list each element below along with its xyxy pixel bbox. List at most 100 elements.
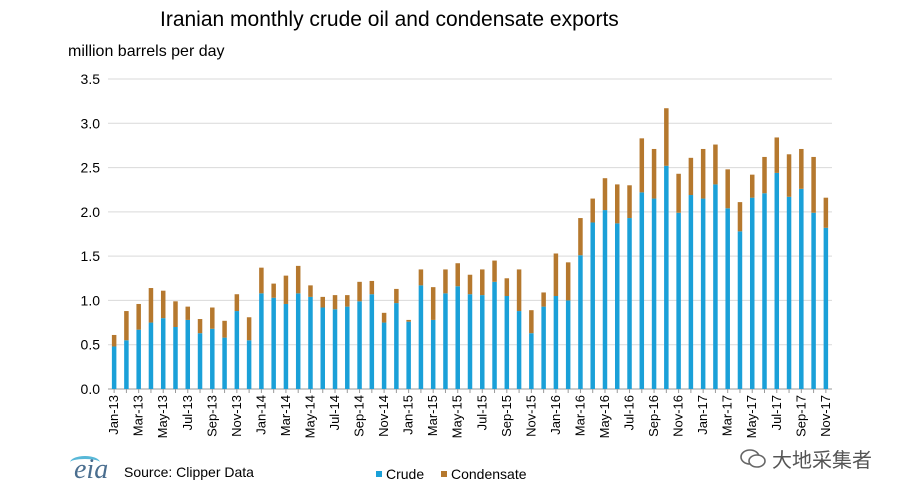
- bar-crude: [418, 285, 424, 389]
- bar-condensate: [504, 278, 510, 296]
- bar-crude: [197, 333, 203, 389]
- bar-crude: [602, 210, 608, 389]
- y-axis-label: million barrels per day: [68, 43, 225, 60]
- bar-condensate: [713, 144, 718, 185]
- bar-condensate: [148, 288, 154, 323]
- watermark-text: 大地采集者: [772, 450, 872, 472]
- bar-condensate: [480, 269, 485, 296]
- bar-crude: [688, 195, 694, 389]
- bar-crude: [725, 208, 730, 389]
- x-tick-label: Jan-17: [695, 395, 710, 435]
- bar-crude: [615, 223, 620, 389]
- x-tick-label: May-13: [155, 395, 170, 438]
- bar-condensate: [271, 283, 276, 298]
- bar-condensate: [160, 290, 166, 319]
- bar-condensate: [369, 280, 375, 295]
- bar-crude: [627, 218, 632, 389]
- bar-crude: [111, 346, 117, 389]
- bar-crude: [455, 286, 460, 389]
- bar-condensate: [259, 267, 264, 294]
- bar-condensate: [443, 269, 448, 294]
- bar-crude: [320, 307, 325, 389]
- bar-condensate: [749, 174, 755, 198]
- bar-crude: [639, 192, 645, 389]
- bar-crude: [492, 281, 497, 389]
- bar-condensate: [320, 296, 325, 308]
- x-tick-label: Nov-15: [523, 395, 538, 437]
- y-tick-label: 0.5: [81, 337, 101, 353]
- x-tick-label: Sep-17: [793, 395, 808, 437]
- bar-condensate: [823, 197, 829, 228]
- logo-swoosh-icon: [70, 456, 100, 469]
- eia-logo: eia: [70, 454, 108, 486]
- x-tick-label: Jul-14: [327, 395, 342, 430]
- bar-condensate: [627, 185, 632, 219]
- bar-condensate: [811, 156, 816, 213]
- bar-crude: [443, 293, 448, 389]
- bar-condensate: [688, 157, 694, 196]
- x-tick-label: Jan-13: [106, 395, 121, 435]
- bar-condensate: [283, 275, 289, 304]
- bar-crude: [381, 322, 387, 389]
- x-tick-label: May-16: [597, 395, 612, 438]
- bar-crude: [676, 212, 681, 389]
- x-tick-label: Sep-14: [352, 395, 367, 437]
- y-tick-label: 2.5: [81, 160, 101, 176]
- legend-condensate-swatch: [441, 471, 447, 477]
- x-tick-label: Jul-16: [622, 395, 637, 430]
- bar-condensate: [381, 312, 387, 323]
- bar-condensate: [700, 148, 706, 199]
- bar-crude: [295, 293, 301, 389]
- x-tick-label: Nov-16: [671, 395, 686, 437]
- bar-condensate: [676, 173, 681, 213]
- bar-crude: [124, 340, 129, 389]
- y-tick-label: 3.5: [81, 71, 101, 87]
- bar-condensate: [639, 138, 645, 193]
- bar-condensate: [799, 148, 804, 189]
- bar-crude: [553, 296, 559, 389]
- bar-crude: [160, 318, 166, 389]
- bar-condensate: [418, 269, 424, 286]
- bar-condensate: [553, 253, 559, 296]
- bar-condensate: [210, 307, 215, 329]
- bar-crude: [308, 296, 313, 389]
- bar-crude: [762, 193, 767, 389]
- bar-crude: [774, 172, 780, 389]
- x-tick-label: Jan-14: [253, 395, 268, 435]
- bar-condensate: [664, 108, 669, 166]
- bar-crude: [148, 322, 154, 389]
- x-tick-label: Nov-17: [818, 395, 833, 437]
- bar-crude: [529, 333, 534, 389]
- bar-condensate: [430, 287, 436, 320]
- bar-crude: [357, 301, 362, 389]
- bar-condensate: [234, 294, 240, 312]
- legend-condensate-label: Condensate: [451, 466, 527, 482]
- bar-crude: [516, 311, 522, 389]
- y-tick-label: 1.0: [81, 292, 101, 308]
- x-tick-label: May-14: [302, 395, 317, 438]
- bar-crude: [786, 196, 792, 389]
- bar-crude: [185, 319, 191, 389]
- bar-condensate: [602, 178, 608, 211]
- bar-crude: [394, 303, 399, 389]
- bar-crude: [578, 255, 583, 389]
- bar-crude: [246, 340, 252, 389]
- bar-condensate: [345, 295, 350, 307]
- bar-crude: [345, 306, 350, 389]
- chart-svg: 0.0 0.5 1.0 1.5 2.0 2.5 3.0 3.5 Jan-13 Mar-13 May-…: [81, 71, 833, 438]
- bar-crude: [700, 198, 706, 389]
- bar-condensate: [222, 320, 227, 338]
- bar-condensate: [516, 269, 522, 312]
- legend-condensate: Condensate: [441, 466, 527, 482]
- bar-crude: [713, 184, 718, 389]
- source-note: Source: Clipper Data: [124, 464, 254, 480]
- bar-crude: [234, 311, 240, 389]
- bar-condensate: [737, 202, 743, 232]
- bar-crude: [210, 328, 215, 389]
- bar-crude: [259, 293, 264, 389]
- bar-crude: [480, 295, 485, 389]
- bar-crude: [823, 227, 829, 389]
- bar-condensate: [529, 310, 534, 334]
- bar-condensate: [394, 288, 399, 304]
- bar-crude: [541, 306, 546, 389]
